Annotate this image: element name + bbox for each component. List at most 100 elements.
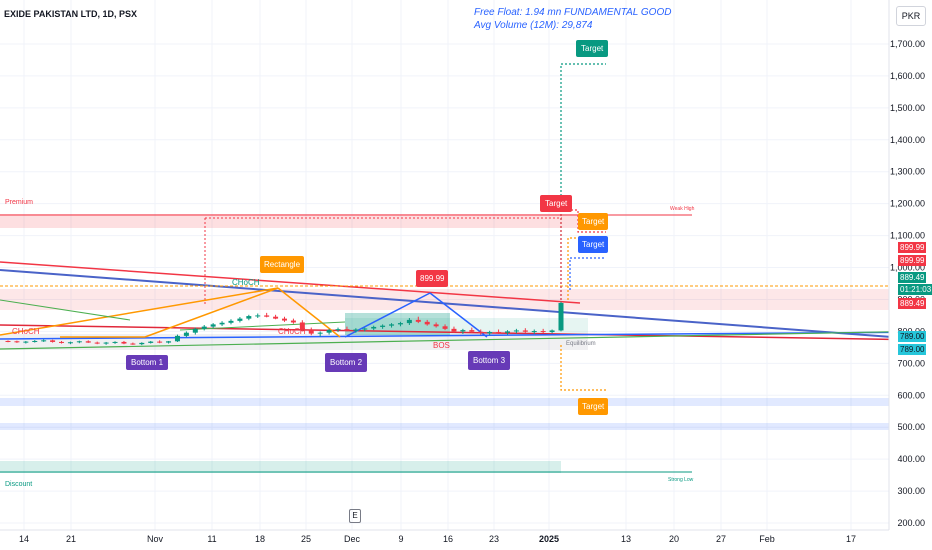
candle-body — [353, 329, 359, 331]
rectangle-pattern-box — [345, 313, 450, 335]
premium-label: Premium — [5, 199, 34, 206]
price-pattern-label[interactable]: 899.99 — [416, 270, 449, 287]
candle-body — [469, 330, 475, 332]
candles — [5, 301, 564, 346]
choch-label-2: CHoCH — [232, 278, 260, 287]
candle-body — [32, 340, 38, 342]
candle-body — [201, 326, 207, 329]
y-tick-label: 400.00 — [897, 454, 925, 464]
x-tick-label: 20 — [669, 534, 679, 544]
candle-body — [264, 315, 270, 317]
equilibrium-label: Equilibrium — [566, 341, 596, 347]
x-tick-label: 11 — [207, 534, 216, 544]
trend-lines — [0, 261, 932, 350]
y-tick-label: 200.00 — [897, 518, 925, 528]
price-tag-6: 789.00 — [898, 344, 927, 355]
avg-volume-note: Avg Volume (12M): 29,874 — [474, 20, 593, 31]
rectangle-label[interactable]: Rectangle — [260, 256, 305, 273]
x-tick-label: 13 — [621, 534, 631, 544]
y-tick-label: 600.00 — [897, 390, 925, 400]
bottom-3-label[interactable]: Bottom 3 — [468, 351, 511, 370]
events-icon[interactable]: E — [349, 509, 361, 523]
candle-body — [299, 322, 305, 330]
bottom-1-label[interactable]: Bottom 1 — [126, 355, 169, 370]
x-tick-label: 18 — [255, 534, 265, 544]
target-label-red[interactable]: Target — [540, 195, 573, 212]
price-tag-1: 899.99 — [898, 255, 927, 266]
candle-body — [522, 330, 528, 332]
bos-label: BOS — [433, 341, 450, 350]
choch-label-1: CHoCH — [12, 327, 40, 336]
price-tag-0: 899.99 — [898, 242, 927, 253]
candle-body — [255, 315, 261, 317]
candle-body — [59, 341, 65, 343]
candle-body — [504, 331, 510, 333]
choch-label-3: CHoCH — [278, 327, 306, 336]
y-tick-label: 1,300.00 — [890, 167, 925, 177]
candle-body — [76, 341, 82, 343]
x-tick-label: Nov — [147, 534, 164, 544]
candle-body — [442, 326, 448, 329]
x-tick-label: Dec — [344, 534, 361, 544]
candle-body — [478, 331, 484, 334]
candle-body — [558, 302, 564, 331]
price-tag-2: 889.49 — [898, 272, 927, 283]
y-tick-label: 1,500.00 — [890, 103, 925, 113]
target-label-green[interactable]: Target — [576, 40, 609, 57]
candle-body — [157, 341, 163, 343]
x-tick-label: 16 — [443, 534, 453, 544]
y-tick-label: 1,400.00 — [890, 135, 925, 145]
y-tick-label: 1,700.00 — [890, 39, 925, 49]
y-tick-label: 500.00 — [897, 422, 925, 432]
x-tick-label: 17 — [846, 534, 856, 544]
candle-body — [549, 330, 555, 333]
candle-body — [344, 329, 350, 331]
x-tick-label: 14 — [19, 534, 29, 544]
target-label-blue[interactable]: Target — [578, 236, 609, 253]
candle-body — [273, 316, 279, 319]
candle-body — [424, 321, 430, 325]
candle-body — [496, 332, 502, 334]
candle-body — [317, 332, 323, 334]
candle-body — [139, 342, 145, 345]
currency-button[interactable]: PKR — [896, 6, 926, 26]
x-tick-label: 27 — [716, 534, 726, 544]
candle-body — [308, 329, 314, 334]
symbol-title[interactable]: EXIDE PAKISTAN LTD, 1D, PSX — [4, 9, 138, 19]
candle-body — [335, 329, 341, 331]
premium-zone — [0, 214, 588, 228]
candle-body — [282, 318, 287, 321]
candle-body — [103, 342, 109, 344]
candle-body — [513, 330, 519, 332]
y-tick-label: 1,000.00 — [890, 263, 925, 273]
candle-body — [433, 324, 439, 327]
x-tick-label: Feb — [759, 534, 775, 544]
candle-body — [362, 328, 368, 330]
candle-body — [540, 331, 546, 333]
y-tick-label: 700.00 — [897, 358, 925, 368]
target-label-orange-low[interactable]: Target — [578, 398, 609, 415]
candle-body — [371, 326, 377, 329]
target-label-orange[interactable]: Target — [578, 213, 609, 230]
bottom-2-label[interactable]: Bottom 2 — [325, 353, 368, 372]
candle-body — [94, 342, 100, 344]
price-tag-5: 789.00 — [898, 331, 927, 342]
candle-body — [460, 330, 466, 332]
candle-body — [183, 332, 189, 336]
discount-zone — [0, 461, 561, 473]
x-tick-label: 23 — [489, 534, 499, 544]
candle-body — [23, 341, 29, 343]
candle-body — [112, 341, 118, 343]
candle-body — [531, 331, 537, 333]
candle-body — [14, 341, 20, 343]
candle-body — [397, 323, 403, 325]
price-tag-3: 01:21:03 — [898, 284, 932, 295]
y-tick-label: 1,200.00 — [890, 199, 925, 209]
candle-body — [246, 316, 252, 319]
x-axis: 14 21 Nov 11 18 25 Dec 9 16 23 2025 13 20 27 Feb 17 — [19, 534, 856, 544]
x-tick-label: 2025 — [539, 534, 559, 544]
x-tick-label: 25 — [301, 534, 311, 544]
candle-body — [219, 322, 225, 325]
candle-body — [41, 340, 47, 342]
